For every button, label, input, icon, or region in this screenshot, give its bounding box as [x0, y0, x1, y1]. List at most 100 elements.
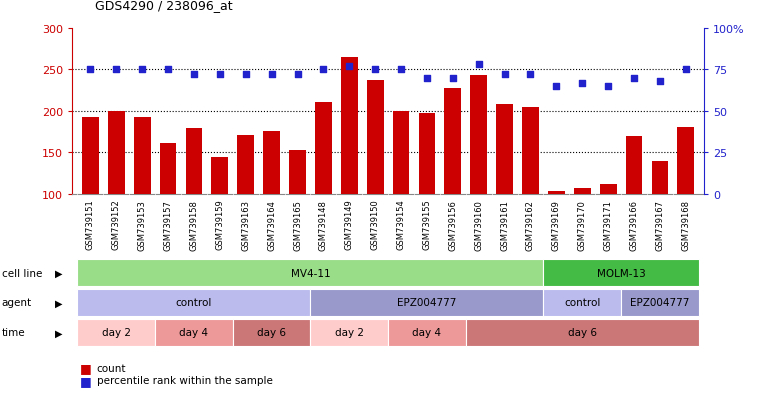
Point [447, 75, 459, 82]
Text: cell line: cell line [2, 268, 42, 278]
Bar [78, 319, 155, 346]
Text: GSM739161: GSM739161 [500, 199, 509, 250]
Text: ▶: ▶ [55, 268, 62, 278]
Text: ■: ■ [80, 374, 91, 387]
Text: control: control [176, 298, 212, 308]
Point [266, 72, 278, 78]
Text: GSM739166: GSM739166 [629, 199, 638, 250]
Point [214, 72, 226, 78]
Text: day 4: day 4 [180, 328, 209, 337]
Bar [621, 289, 699, 316]
Bar [419, 114, 435, 277]
Bar [310, 319, 388, 346]
Bar [444, 88, 461, 277]
Text: ▶: ▶ [55, 298, 62, 308]
Text: GSM739167: GSM739167 [655, 199, 664, 250]
Bar [341, 58, 358, 277]
Point [498, 72, 511, 78]
Point [317, 67, 330, 74]
Text: GSM739170: GSM739170 [578, 199, 587, 250]
Text: time: time [2, 328, 25, 337]
Text: GSM739165: GSM739165 [293, 199, 302, 250]
Bar [651, 162, 668, 277]
Bar [522, 107, 539, 277]
Text: GSM739150: GSM739150 [371, 199, 380, 250]
Point [654, 78, 666, 85]
Text: agent: agent [2, 298, 32, 308]
Point [473, 62, 485, 69]
Point [550, 83, 562, 90]
Text: day 4: day 4 [412, 328, 441, 337]
Text: GSM739148: GSM739148 [319, 199, 328, 250]
Bar [626, 136, 642, 277]
Bar [78, 259, 543, 287]
Text: day 2: day 2 [102, 328, 131, 337]
Text: count: count [97, 363, 126, 373]
Bar [212, 158, 228, 277]
Text: GSM739168: GSM739168 [681, 199, 690, 250]
Text: GSM739169: GSM739169 [552, 199, 561, 250]
Bar [160, 144, 177, 277]
Bar [134, 117, 151, 277]
Text: EPZ004777: EPZ004777 [397, 298, 457, 308]
Text: percentile rank within the sample: percentile rank within the sample [97, 375, 272, 385]
Bar [155, 319, 233, 346]
Text: GSM739153: GSM739153 [138, 199, 147, 250]
Bar [108, 112, 125, 277]
Bar [470, 76, 487, 277]
Bar [600, 184, 616, 277]
Bar [466, 319, 699, 346]
Bar [543, 289, 621, 316]
Point [240, 72, 252, 78]
Bar [263, 131, 280, 277]
Point [602, 83, 614, 90]
Text: day 6: day 6 [257, 328, 286, 337]
Point [291, 72, 304, 78]
Text: GSM739162: GSM739162 [526, 199, 535, 250]
Text: GSM739171: GSM739171 [603, 199, 613, 250]
Bar [393, 112, 409, 277]
Text: GSM739157: GSM739157 [164, 199, 173, 250]
Point [110, 67, 123, 74]
Text: GSM739164: GSM739164 [267, 199, 276, 250]
Point [576, 80, 588, 87]
Text: day 2: day 2 [335, 328, 364, 337]
Bar [186, 129, 202, 277]
Bar [289, 150, 306, 277]
Text: GSM739154: GSM739154 [396, 199, 406, 250]
Point [162, 67, 174, 74]
Bar [78, 289, 310, 316]
Text: GSM739149: GSM739149 [345, 199, 354, 250]
Bar [237, 135, 254, 277]
Point [680, 67, 692, 74]
Point [369, 67, 381, 74]
Text: GSM739151: GSM739151 [86, 199, 95, 250]
Text: control: control [564, 298, 600, 308]
Bar [233, 319, 310, 346]
Bar [548, 192, 565, 277]
Point [188, 72, 200, 78]
Point [421, 75, 433, 82]
Bar [82, 117, 99, 277]
Bar [543, 259, 699, 287]
Bar [310, 289, 543, 316]
Bar [315, 102, 332, 277]
Text: GDS4290 / 238096_at: GDS4290 / 238096_at [95, 0, 233, 12]
Text: GSM739163: GSM739163 [241, 199, 250, 250]
Bar [574, 188, 591, 277]
Text: ■: ■ [80, 361, 91, 375]
Bar [367, 81, 384, 277]
Point [524, 72, 537, 78]
Bar [496, 105, 513, 277]
Text: EPZ004777: EPZ004777 [630, 298, 689, 308]
Text: GSM739156: GSM739156 [448, 199, 457, 250]
Text: day 6: day 6 [568, 328, 597, 337]
Text: GSM739155: GSM739155 [422, 199, 431, 250]
Point [395, 67, 407, 74]
Point [628, 75, 640, 82]
Point [84, 67, 97, 74]
Text: GSM739152: GSM739152 [112, 199, 121, 250]
Bar [388, 319, 466, 346]
Point [136, 67, 148, 74]
Bar [677, 127, 694, 277]
